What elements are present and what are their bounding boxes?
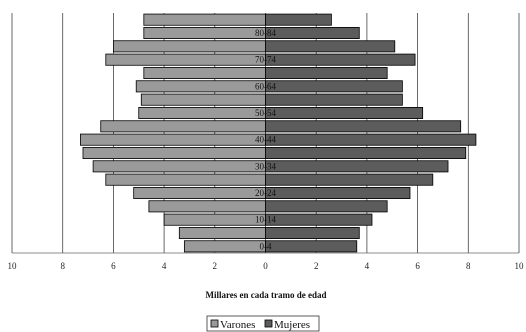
age-label: 20-24 bbox=[255, 188, 276, 198]
legend-label-mujeres: Mujeres bbox=[274, 319, 310, 331]
x-tick-label: 8 bbox=[60, 261, 65, 271]
bar-varones-60-64 bbox=[135, 80, 266, 93]
age-labels: 0-4 10-14 20-24 30-34 40-44 50-54 60-64 70-74 80… bbox=[255, 28, 276, 251]
bar-mujeres-5-9 bbox=[265, 226, 360, 239]
grid-lines bbox=[11, 13, 520, 254]
bar-mujeres-65-69 bbox=[265, 67, 388, 80]
bar-varones-25-29 bbox=[105, 173, 266, 186]
x-tick-label: 2 bbox=[314, 261, 319, 271]
bar-varones-70-74 bbox=[105, 53, 266, 66]
legend-swatch-mujeres bbox=[264, 319, 273, 328]
x-tick-label: 6 bbox=[415, 261, 420, 271]
bar-varones-35-39 bbox=[82, 146, 266, 159]
bar-varones-50-54 bbox=[138, 107, 266, 120]
bar-varones-85+ bbox=[143, 13, 266, 26]
bar-mujeres-85+ bbox=[265, 13, 332, 26]
x-tick-label: 4 bbox=[365, 261, 370, 271]
x-tick-labels: 10 8 6 4 2 0 2 4 6 8 10 bbox=[8, 261, 525, 271]
bar-mujeres-30-34 bbox=[265, 160, 449, 173]
x-tick-label: 0 bbox=[263, 261, 268, 271]
bar-mujeres-40-44 bbox=[265, 133, 477, 146]
bar-varones-10-14 bbox=[163, 213, 266, 226]
bar-mujeres-50-54 bbox=[265, 107, 424, 120]
x-tick-label: 10 bbox=[8, 261, 18, 271]
bar-varones-55-59 bbox=[140, 93, 266, 106]
legend-label-varones: Varones bbox=[220, 319, 255, 331]
age-label: 30-34 bbox=[255, 161, 276, 171]
bar-varones-0-4 bbox=[183, 240, 266, 253]
age-label: 50-54 bbox=[255, 108, 276, 118]
legend-swatch-varones bbox=[210, 319, 219, 328]
bar-varones-45-49 bbox=[100, 120, 266, 133]
legend: Varones Mujeres bbox=[206, 315, 320, 332]
bar-varones-75-79 bbox=[113, 40, 266, 53]
age-label: 70-74 bbox=[255, 55, 276, 65]
bar-mujeres-45-49 bbox=[265, 120, 462, 133]
bar-varones-80-84 bbox=[143, 26, 266, 39]
x-tick-label: 8 bbox=[466, 261, 471, 271]
x-tick-label: 6 bbox=[111, 261, 116, 271]
age-label: 40-44 bbox=[255, 135, 276, 145]
bar-mujeres-55-59 bbox=[265, 93, 403, 106]
bar-mujeres-80-84 bbox=[265, 26, 360, 39]
x-tick-label: 4 bbox=[162, 261, 167, 271]
x-tick-label: 2 bbox=[213, 261, 218, 271]
bar-varones-65-69 bbox=[143, 67, 266, 80]
bar-mujeres-35-39 bbox=[265, 146, 467, 159]
bar-mujeres-20-24 bbox=[265, 186, 411, 199]
bar-varones-5-9 bbox=[178, 226, 266, 239]
age-label: 0-4 bbox=[260, 241, 272, 251]
age-label: 80-84 bbox=[255, 28, 276, 38]
legend-box bbox=[206, 315, 320, 332]
bar-mujeres-15-19 bbox=[265, 200, 388, 213]
bar-mujeres-60-64 bbox=[265, 80, 403, 93]
bar-mujeres-0-4 bbox=[265, 240, 358, 253]
bar-mujeres-70-74 bbox=[265, 53, 416, 66]
bar-varones-20-24 bbox=[133, 186, 266, 199]
bars bbox=[80, 13, 477, 253]
bar-varones-40-44 bbox=[80, 133, 266, 146]
x-axis-label: Millares en cada tramo de edad bbox=[205, 290, 326, 300]
age-label: 10-14 bbox=[255, 215, 276, 225]
bar-mujeres-10-14 bbox=[265, 213, 373, 226]
bar-varones-30-34 bbox=[92, 160, 266, 173]
x-tick-label: 10 bbox=[515, 261, 525, 271]
bar-mujeres-25-29 bbox=[265, 173, 434, 186]
bar-varones-15-19 bbox=[148, 200, 266, 213]
age-label: 60-64 bbox=[255, 81, 276, 91]
bar-mujeres-75-79 bbox=[265, 40, 396, 53]
